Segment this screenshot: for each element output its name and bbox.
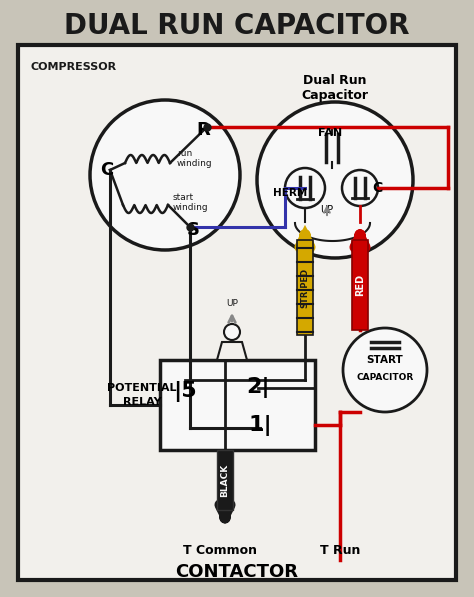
Circle shape xyxy=(224,324,240,340)
Circle shape xyxy=(90,100,240,250)
Text: UP: UP xyxy=(226,300,238,309)
Text: winding: winding xyxy=(177,159,213,168)
Text: DUAL RUN CAPACITOR: DUAL RUN CAPACITOR xyxy=(64,12,410,40)
Text: run: run xyxy=(177,149,192,158)
Text: FAN: FAN xyxy=(318,128,342,138)
Bar xyxy=(18,45,456,580)
Text: BLACK: BLACK xyxy=(220,463,229,497)
Text: |5: |5 xyxy=(173,381,197,402)
Text: winding: winding xyxy=(173,204,209,213)
Text: START: START xyxy=(366,355,403,365)
Text: STRIPED: STRIPED xyxy=(301,267,310,307)
Bar xyxy=(297,240,313,335)
Text: T Common: T Common xyxy=(183,543,257,556)
Text: COMPRESSOR: COMPRESSOR xyxy=(30,62,116,72)
Text: C: C xyxy=(372,181,382,195)
Text: RELAY: RELAY xyxy=(123,397,161,407)
Circle shape xyxy=(343,328,427,412)
Text: RED: RED xyxy=(355,274,365,296)
Text: C: C xyxy=(100,161,114,179)
Text: R: R xyxy=(196,121,210,139)
Text: Dual Run: Dual Run xyxy=(303,73,367,87)
Text: UP: UP xyxy=(320,205,334,215)
Text: S: S xyxy=(186,221,200,239)
Bar xyxy=(217,450,233,510)
Text: 1|: 1| xyxy=(248,414,272,435)
Text: 2|: 2| xyxy=(246,377,270,399)
Bar xyxy=(352,240,368,330)
Text: T Run: T Run xyxy=(320,543,360,556)
Text: CAPACITOR: CAPACITOR xyxy=(356,373,414,381)
Text: Capacitor: Capacitor xyxy=(301,88,368,101)
Bar xyxy=(160,360,315,450)
Text: HERM: HERM xyxy=(273,188,307,198)
Text: POTENTIAL: POTENTIAL xyxy=(107,383,177,393)
Circle shape xyxy=(342,170,378,206)
Polygon shape xyxy=(217,342,247,360)
Circle shape xyxy=(285,168,325,208)
Text: start: start xyxy=(173,192,194,202)
Circle shape xyxy=(257,102,413,258)
Text: CONTACTOR: CONTACTOR xyxy=(175,563,299,581)
